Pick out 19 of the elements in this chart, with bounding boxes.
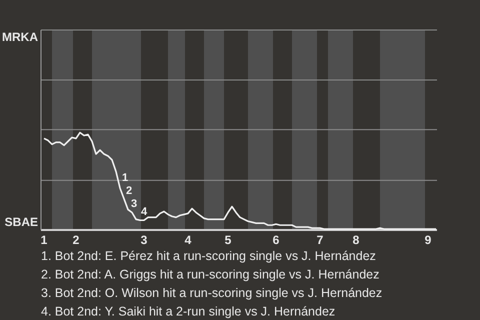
text: 2. Bot 2nd: A. Griggs hit a run-scoring single vs J. Hernández (41, 268, 380, 282)
text: 1. Bot 2nd: E. Pérez hit a run-scoring single vs J. Hernández (41, 249, 376, 263)
x-tick-label: 2 (72, 233, 80, 247)
x-tick-label: 7 (316, 233, 324, 247)
text: SBAE (4, 215, 38, 230)
text: MRKA (2, 30, 38, 44)
annotation: 2 (126, 184, 132, 197)
text: 3. Bot 2nd: O. Wilson hit a run-scoring single vs J. Hernández (41, 286, 382, 300)
x-tick-label: 8 (352, 233, 360, 247)
annotation: 1 (122, 172, 128, 184)
x-tick-label: 4 (184, 233, 192, 247)
x-tick-label: 3 (140, 233, 148, 247)
annotation: 3 (131, 198, 138, 210)
annotation: 4 (141, 206, 148, 218)
x-tick-label: 5 (224, 233, 232, 247)
x-tick-label: 1 (40, 233, 48, 247)
x-tick-label: 6 (272, 233, 280, 247)
x-tick-label: 9 (424, 233, 432, 247)
text: 4. Bot 2nd: Y. Saiki hit a 2-run single vs J. Hernández (41, 304, 336, 318)
